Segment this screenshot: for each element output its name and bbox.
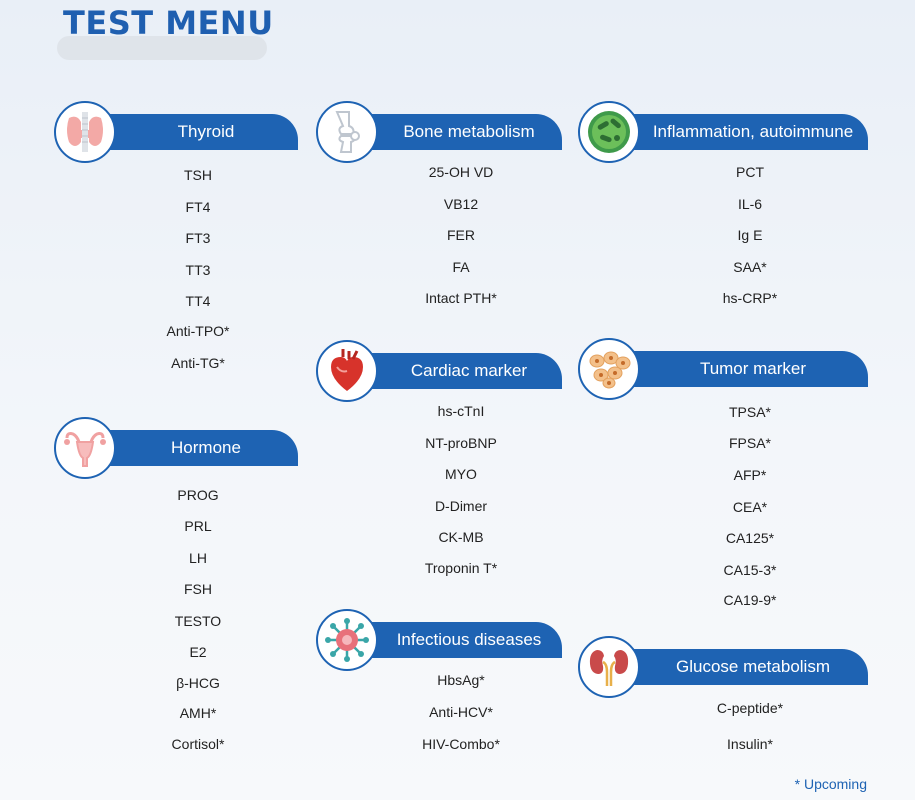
list-item: TPSA*	[728, 404, 771, 420]
list-item: FA	[452, 259, 470, 275]
card-banner: Glucose metabolism	[608, 649, 868, 685]
list-item: PRL	[184, 518, 212, 534]
list-item: TESTO	[174, 613, 222, 629]
bacteria-icon	[578, 101, 640, 163]
list-item: VB12	[443, 196, 479, 212]
list-item: PCT	[736, 164, 764, 180]
list-item: FER	[447, 227, 475, 243]
list-item: E2	[189, 644, 207, 660]
page-title: TEST MENU	[63, 4, 274, 42]
title-underline-bar	[57, 36, 267, 60]
list-item: β-HCG	[176, 675, 220, 691]
kidney-icon	[578, 636, 640, 698]
card-title: Glucose metabolism	[675, 657, 830, 676]
list-item: HIV-Combo*	[422, 736, 500, 752]
card-title: Infectious diseases	[396, 630, 542, 649]
list-item: hs-cTnI	[437, 403, 485, 419]
list-item: PROG	[177, 487, 219, 503]
list-item: CA15-3*	[723, 562, 777, 578]
bone-joint-icon	[316, 101, 378, 163]
cells-icon	[578, 338, 640, 400]
list-item: CK-MB	[438, 529, 484, 545]
card-banner: Tumor marker	[608, 351, 868, 387]
list-item: HbsAg*	[437, 672, 485, 688]
page-title-area: TEST MENU	[55, 4, 273, 60]
uterus-icon	[54, 417, 116, 479]
list-item: Ig E	[737, 227, 763, 243]
list-item: Cortisol*	[171, 736, 225, 752]
card-title: Inflammation, autoimmune	[652, 122, 854, 141]
thyroid-icon	[54, 101, 116, 163]
list-item: hs-CRP*	[722, 290, 778, 306]
upcoming-footnote: * Upcoming	[794, 776, 867, 792]
list-item: TSH	[184, 167, 212, 183]
list-item: TT4	[185, 293, 211, 309]
list-item: FSH	[184, 581, 212, 597]
list-item: C-peptide*	[716, 700, 784, 716]
list-item: NT-proBNP	[425, 435, 497, 451]
heart-icon	[316, 340, 378, 402]
card-title: Tumor marker	[699, 359, 807, 378]
virus-icon	[316, 609, 378, 671]
list-item: FT3	[185, 230, 211, 246]
list-item: MYO	[445, 466, 477, 482]
list-item: CA19-9*	[723, 592, 777, 608]
list-item: D-Dimer	[434, 498, 488, 514]
card-banner: Bone metabolism	[346, 114, 562, 150]
list-item: Anti-TPO*	[166, 323, 230, 339]
card-title: Bone metabolism	[403, 122, 535, 141]
list-item: SAA*	[733, 259, 767, 275]
card-banner: Infectious diseases	[346, 622, 562, 658]
card-title: Thyroid	[177, 122, 235, 141]
list-item: AFP*	[733, 467, 767, 483]
card-title: Hormone	[171, 438, 241, 457]
list-item: FPSA*	[728, 435, 771, 451]
list-item: Anti-TG*	[171, 355, 225, 371]
card-banner: Hormone	[84, 430, 298, 466]
list-item: FT4	[185, 199, 211, 215]
list-item: CEA*	[732, 499, 768, 515]
card-banner: Cardiac marker	[346, 353, 562, 389]
card-banner: Thyroid	[84, 114, 298, 150]
list-item: IL-6	[737, 196, 763, 212]
list-item: Anti-HCV*	[429, 704, 493, 720]
list-item: Troponin T*	[424, 560, 498, 576]
list-item: Intact PTH*	[425, 290, 497, 306]
list-item: LH	[189, 550, 207, 566]
card-title: Cardiac marker	[410, 361, 528, 380]
list-item: TT3	[185, 262, 211, 278]
card-banner: Inflammation, autoimmune	[608, 114, 868, 150]
list-item: CA125*	[725, 530, 775, 546]
list-item: 25-OH VD	[428, 164, 494, 180]
list-item: AMH*	[179, 705, 217, 721]
list-item: Insulin*	[727, 736, 773, 752]
